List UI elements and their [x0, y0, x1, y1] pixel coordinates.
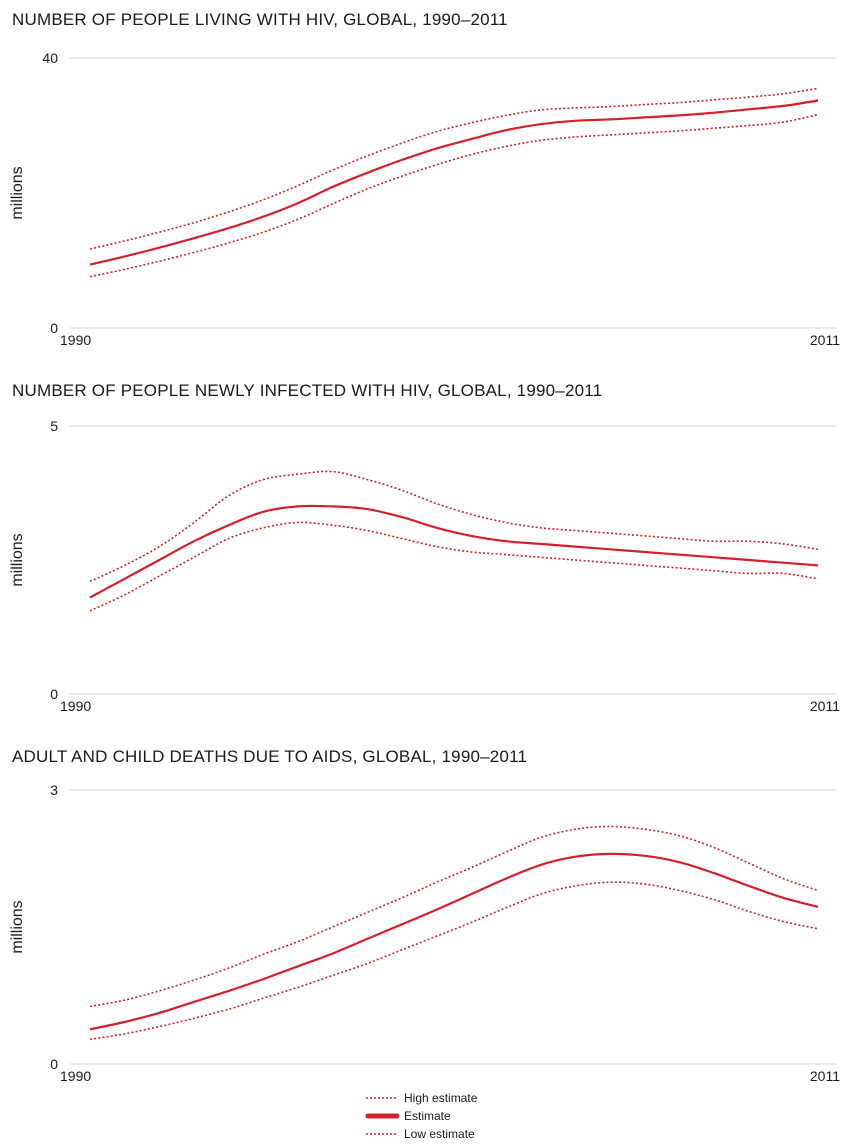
x-tick-label-start: 1990 [60, 332, 91, 348]
legend-item-estimate: Estimate [365, 1109, 451, 1123]
chart-title: NUMBER OF PEOPLE NEWLY INFECTED WITH HIV… [12, 381, 602, 400]
series-line-high-estimate [89, 470, 819, 583]
series-line-estimate [89, 99, 819, 266]
x-tick-label-end: 2011 [810, 332, 840, 348]
y-tick-label-max: 40 [42, 50, 58, 66]
series-line-low-estimate [89, 521, 819, 612]
chart-title: NUMBER OF PEOPLE LIVING WITH HIV, GLOBAL… [12, 10, 508, 29]
chart-deaths-due-to-aids: ADULT AND CHILD DEATHS DUE TO AIDS, GLOB… [9, 747, 840, 1084]
chart-people-living-with-hiv: NUMBER OF PEOPLE LIVING WITH HIV, GLOBAL… [9, 10, 840, 348]
x-tick-label-end: 2011 [810, 1068, 840, 1084]
legend-label: Low estimate [404, 1127, 475, 1141]
y-tick-label-min: 0 [50, 1056, 58, 1072]
chart-newly-infected-with-hiv: NUMBER OF PEOPLE NEWLY INFECTED WITH HIV… [9, 381, 840, 714]
y-tick-label-max: 3 [50, 782, 58, 798]
x-tick-label-start: 1990 [60, 698, 91, 714]
series-group [89, 87, 819, 278]
y-axis-label: millions [9, 533, 26, 586]
chart-title: ADULT AND CHILD DEATHS DUE TO AIDS, GLOB… [12, 747, 527, 766]
y-axis-label: millions [9, 900, 26, 953]
series-group [89, 825, 819, 1041]
y-tick-label-min: 0 [50, 686, 58, 702]
y-tick-label-min: 0 [50, 320, 58, 336]
legend: High estimate Estimate Low estimate [365, 1091, 478, 1141]
legend-item-high-estimate: High estimate [366, 1091, 478, 1105]
x-tick-label-end: 2011 [810, 698, 840, 714]
y-tick-label-max: 5 [50, 418, 58, 434]
legend-item-low-estimate: Low estimate [366, 1127, 475, 1141]
series-line-estimate [89, 504, 819, 599]
legend-label: Estimate [404, 1109, 451, 1123]
legend-label: High estimate [404, 1091, 478, 1105]
series-group [89, 470, 819, 612]
x-tick-label-start: 1990 [60, 1068, 91, 1084]
series-line-low-estimate [89, 113, 819, 278]
series-line-low-estimate [89, 881, 819, 1041]
y-axis-label: millions [9, 166, 26, 219]
series-line-estimate [89, 852, 819, 1031]
series-line-high-estimate [89, 825, 819, 1008]
